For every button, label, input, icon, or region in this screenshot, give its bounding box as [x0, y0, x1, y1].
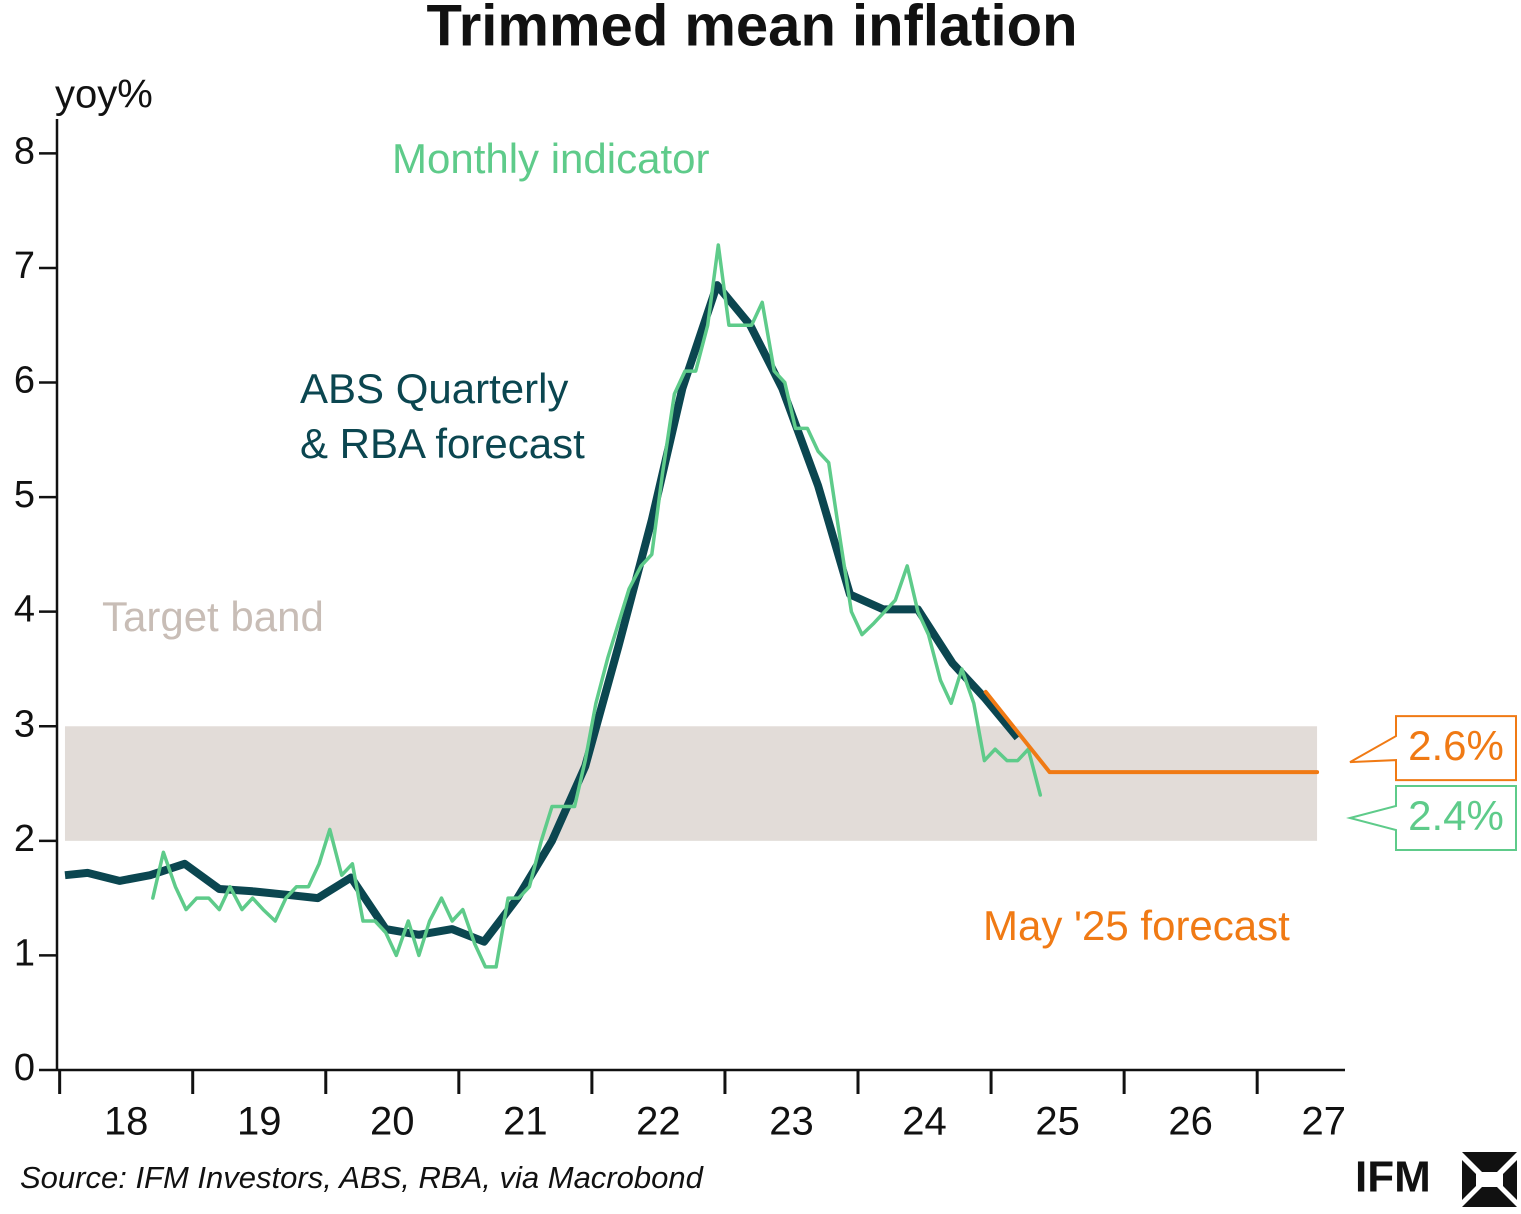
y-tick-label: 1	[14, 932, 35, 974]
chart-title: Trimmed mean inflation	[427, 0, 1078, 58]
y-tick-label: 0	[14, 1047, 35, 1089]
x-tick-label: 25	[1035, 1100, 1080, 1144]
end-label: 2.4%	[1408, 792, 1504, 839]
x-tick-label: 19	[237, 1100, 282, 1144]
series-line	[151, 243, 1043, 969]
series-line	[983, 689, 1320, 775]
y-tick-label: 2	[14, 818, 35, 860]
logo-icon	[1462, 1152, 1517, 1207]
x-tick-label: 21	[503, 1100, 548, 1144]
x-tick-label: 22	[636, 1100, 681, 1144]
y-axis-label: yoy%	[55, 73, 153, 117]
x-tick-label: 18	[104, 1100, 149, 1144]
callout-box	[1349, 715, 1517, 782]
series-label: Monthly indicator	[392, 135, 709, 182]
x-tick-label: 26	[1168, 1100, 1213, 1144]
y-tick-label: 7	[14, 245, 35, 287]
band-label: Target band	[102, 593, 324, 640]
y-tick-label: 8	[14, 130, 35, 172]
x-tick-label: 27	[1301, 1100, 1346, 1144]
x-tick-label: 24	[902, 1100, 947, 1144]
callout-box	[1346, 785, 1517, 852]
y-tick-label: 5	[14, 474, 35, 516]
series-label: May '25 forecast	[983, 902, 1290, 949]
source-note: Source: IFM Investors, ABS, RBA, via Mac…	[20, 1160, 705, 1195]
x-tick-label: 23	[769, 1100, 814, 1144]
y-tick-label: 3	[14, 703, 35, 745]
series-label: & RBA forecast	[300, 420, 585, 467]
end-label: 2.6%	[1408, 722, 1504, 769]
y-tick-label: 6	[14, 360, 35, 402]
logo-text: IFM	[1355, 1153, 1431, 1202]
x-tick-label: 20	[370, 1100, 415, 1144]
y-tick-label: 4	[14, 589, 35, 631]
target-band	[64, 726, 1318, 841]
series-label: ABS Quarterly	[300, 365, 568, 412]
